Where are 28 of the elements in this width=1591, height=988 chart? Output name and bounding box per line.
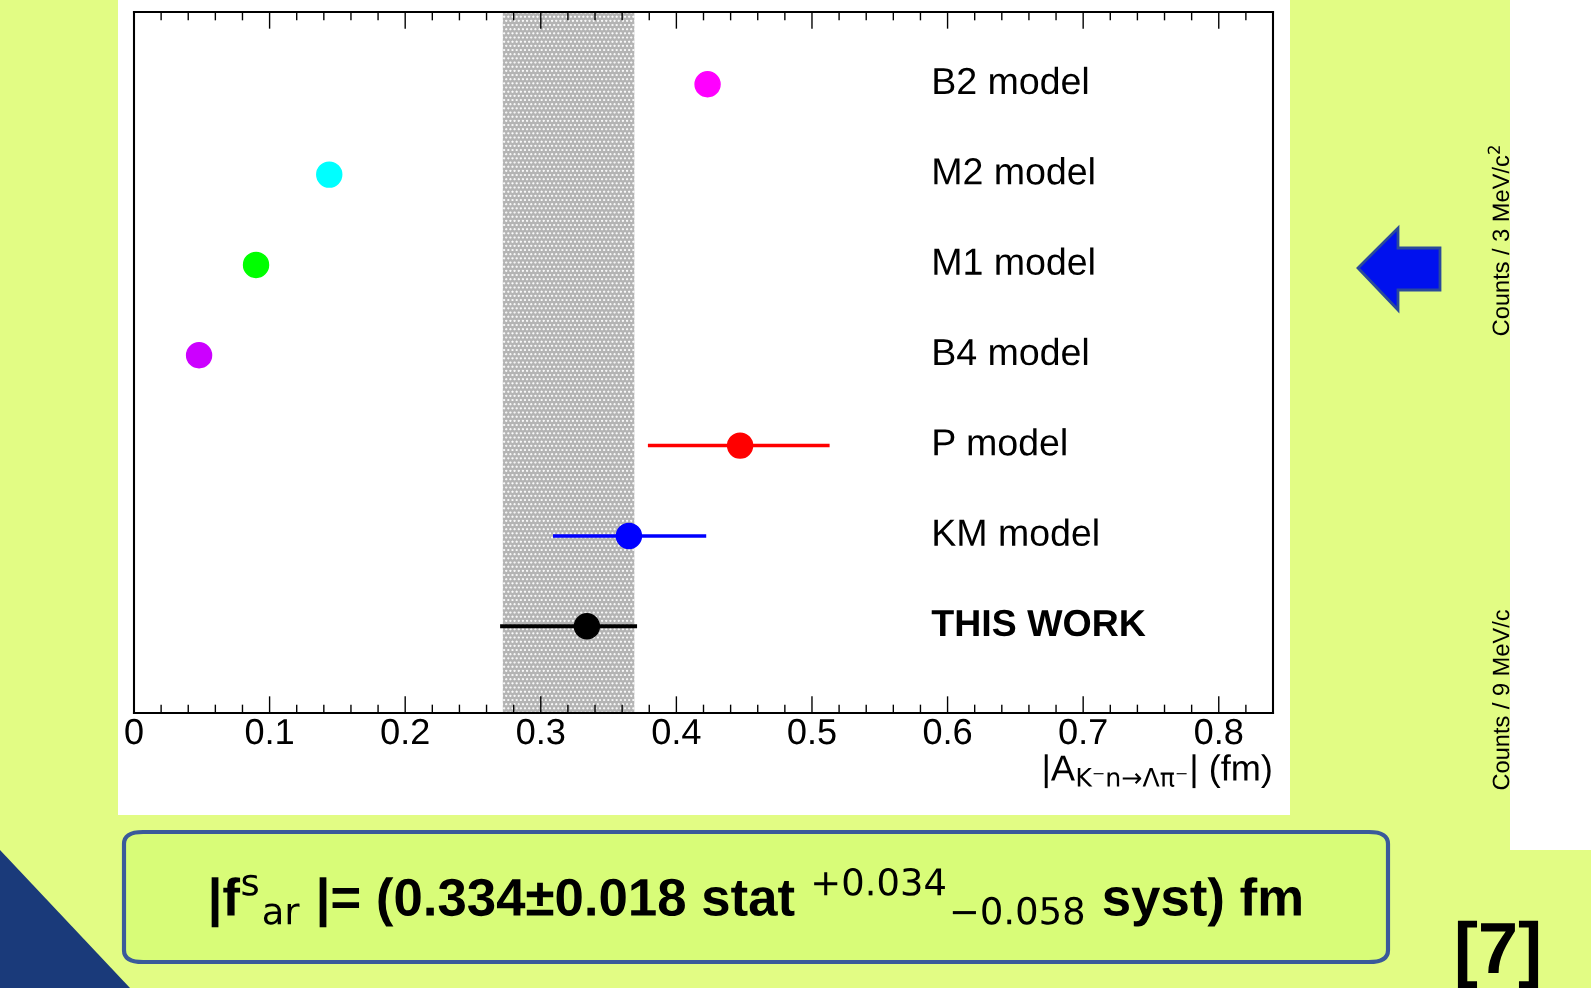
point <box>573 613 601 640</box>
text: Counts / 9 MeV/c <box>1491 610 1510 790</box>
y-tick-label: B2 model <box>934 66 1088 95</box>
x-tick-label: 0 <box>125 718 143 745</box>
point <box>242 251 270 279</box>
x-tick-label: 0.3 <box>517 718 565 745</box>
x-tick-label: 0.4 <box>652 718 701 745</box>
text: [7] <box>1457 920 1539 988</box>
y-tick-label: M2 model <box>934 157 1094 185</box>
x-tick-label: 0.2 <box>381 718 429 745</box>
x-tick-label: 0.8 <box>1195 718 1243 745</box>
x-tick-label: 0.7 <box>1059 718 1107 745</box>
x-tick-label: 0.1 <box>245 718 293 745</box>
point <box>185 342 213 369</box>
y-tick-label: M1 model <box>934 247 1094 275</box>
point <box>316 161 343 188</box>
point <box>615 522 643 550</box>
y-tick-label: KM model <box>934 518 1098 547</box>
x-tick-label: 0.5 <box>788 718 836 745</box>
point <box>726 432 754 459</box>
x-axis-title: |A$_{K⁻n→Λπ⁻}$| (fm) <box>1044 754 1271 789</box>
point <box>694 71 721 98</box>
text: Counts / 3 MeV/c$^{2}$ <box>1487 146 1510 336</box>
y-tick-label: THIS WORK <box>931 609 1146 637</box>
y-tick-label: P model <box>934 428 1066 456</box>
y-tick-label: B4 model <box>934 337 1088 366</box>
text: |f$^{s}$$_{ar}$ |= (0.334±0.018 stat $^{+0.034}$$_{−0.058}$ syst) fm <box>211 867 1301 928</box>
x-tick-label: 0.6 <box>923 718 972 745</box>
